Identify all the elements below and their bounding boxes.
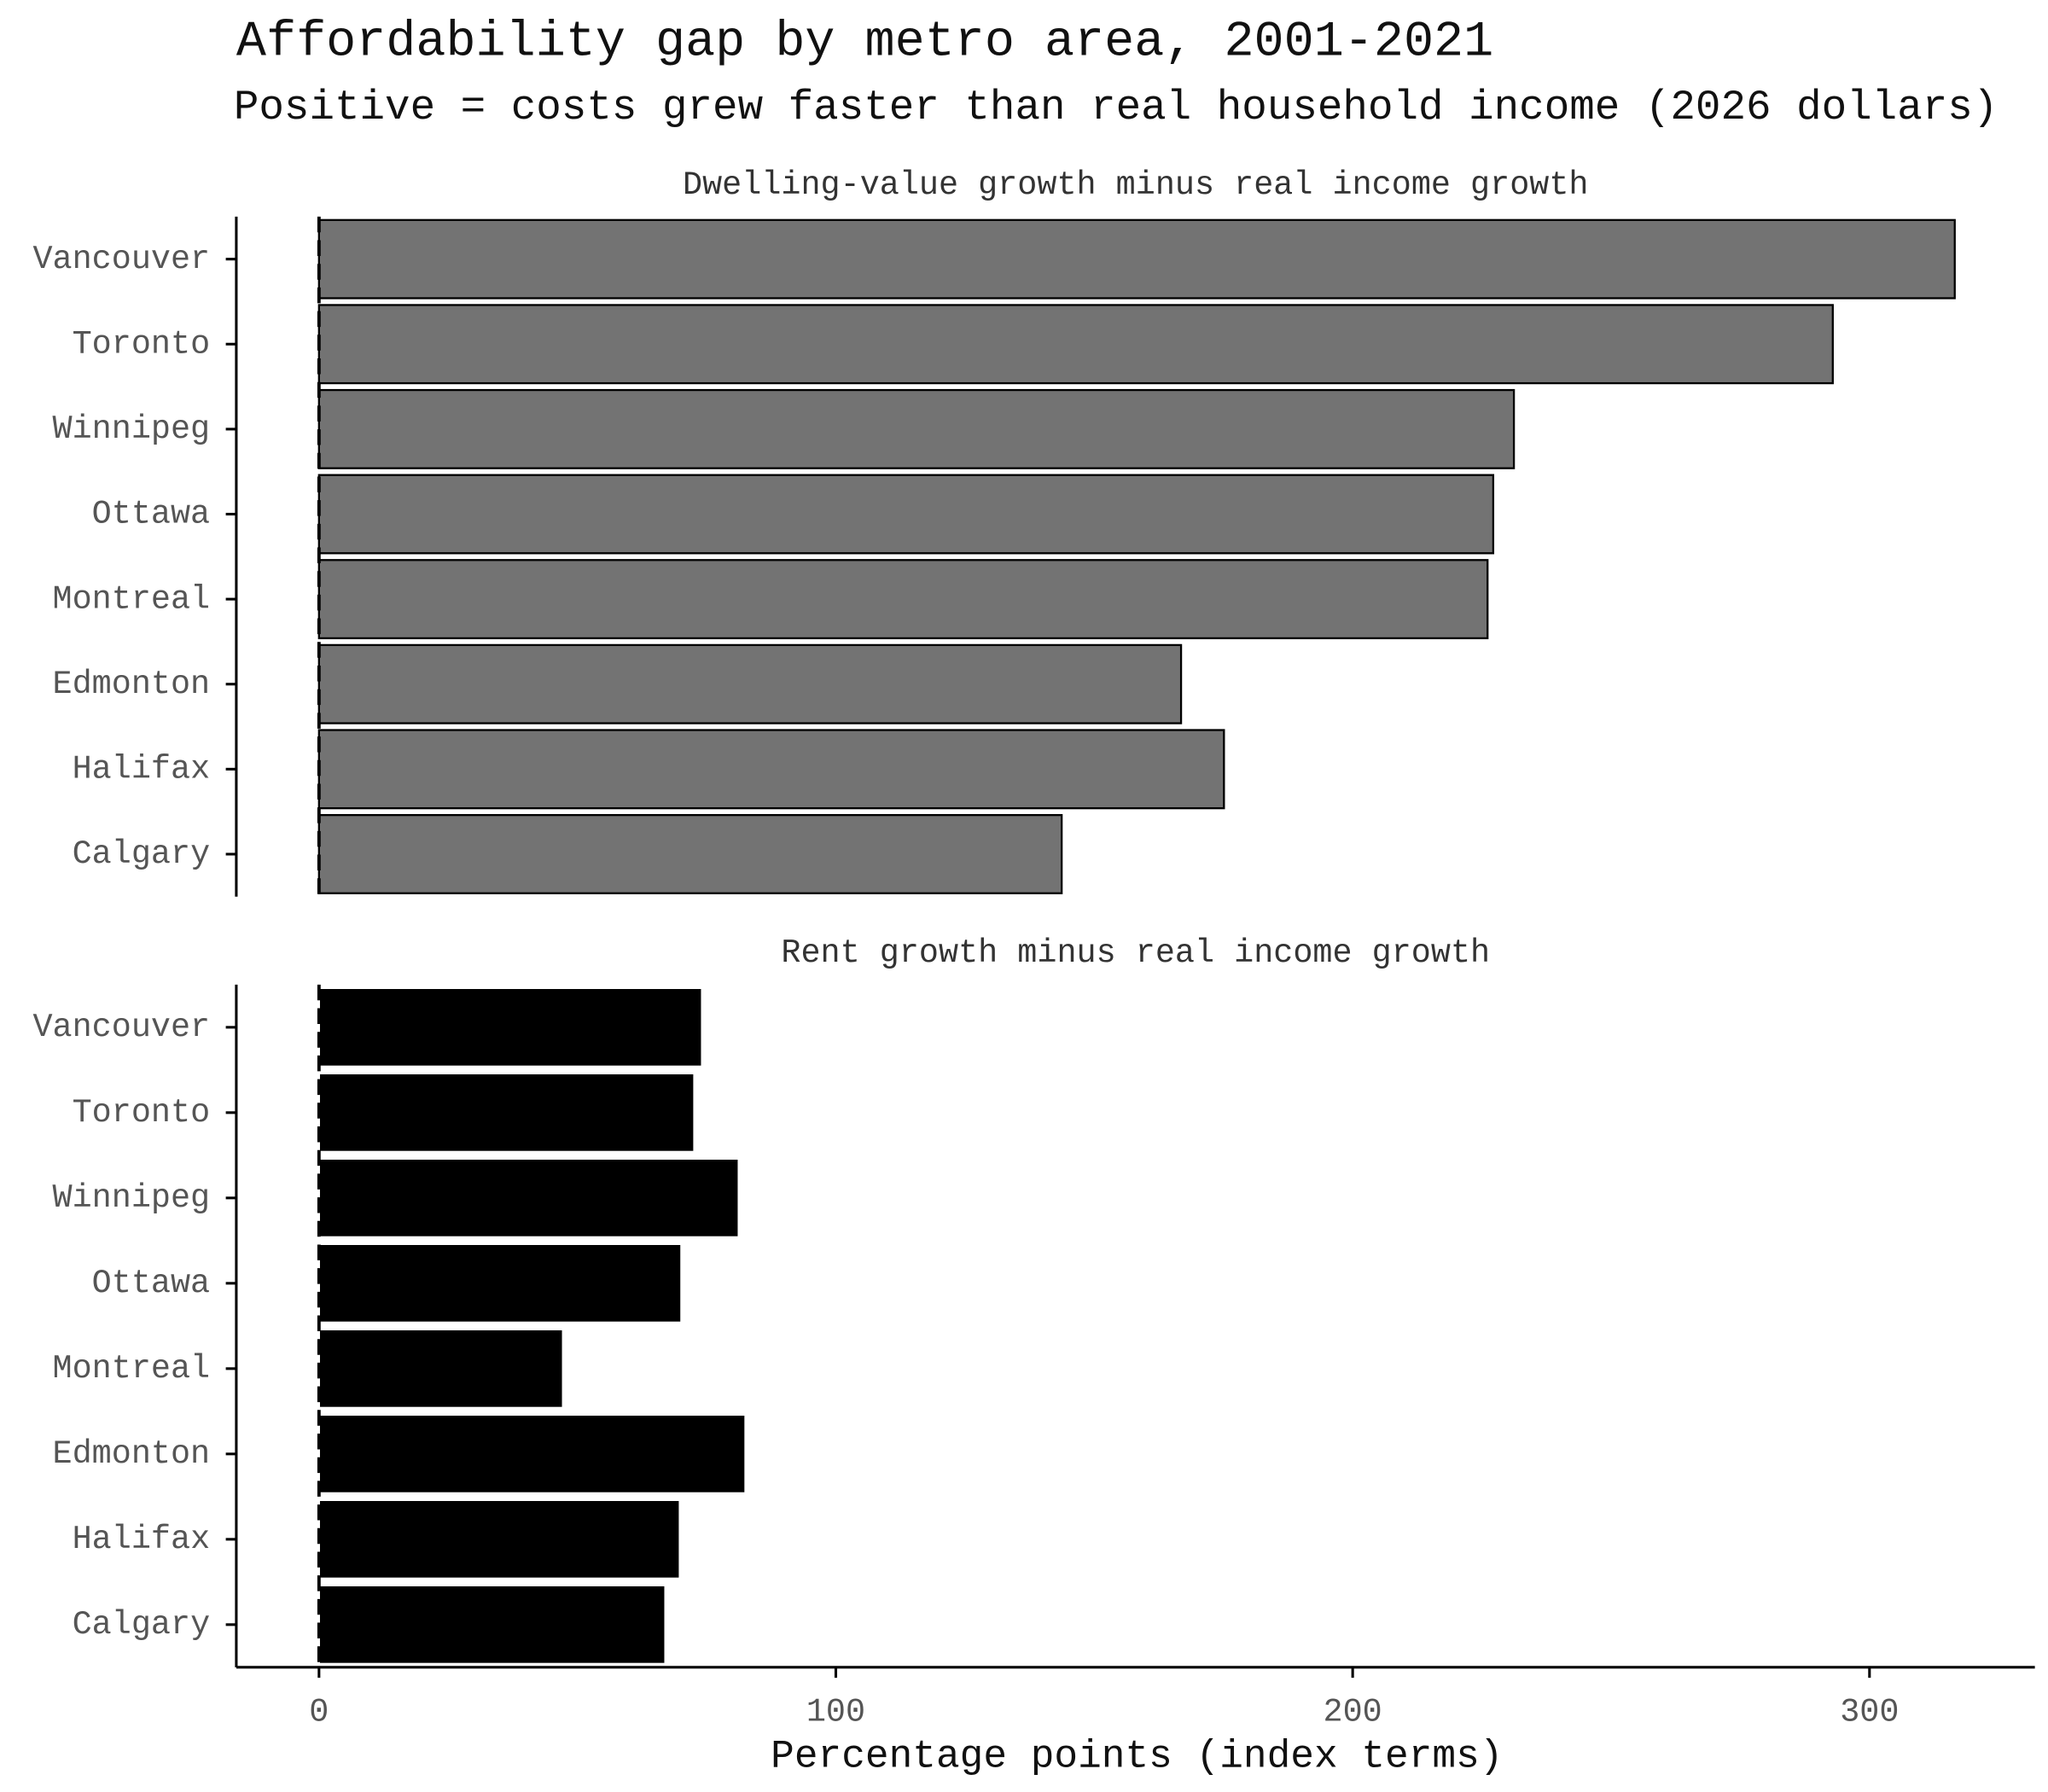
bar (317, 559, 1489, 640)
chart-title: Affordability gap by metro area, 2001-20… (236, 14, 1493, 71)
y-tick-label: Winnipeg (53, 1179, 211, 1217)
bar (317, 729, 1225, 810)
bar (317, 813, 1063, 894)
y-tick-label: Edmonton (53, 1435, 211, 1473)
bar (317, 1413, 747, 1494)
bar (317, 304, 1834, 385)
chart-subtitle: Positive = costs grew faster than real h… (234, 84, 1999, 131)
bar (317, 1584, 666, 1665)
y-tick-label: Montreal (53, 580, 211, 618)
y-tick-label: Halifax (73, 751, 211, 788)
y-tick-label: Ottawa (92, 496, 210, 533)
bar (317, 388, 1516, 469)
bar (317, 218, 1956, 300)
panel-title: Rent growth minus real income growth (781, 934, 1490, 972)
y-tick-label: Calgary (73, 835, 211, 873)
x-axis-label: Percentage points (index terms) (771, 1735, 1503, 1779)
x-tick-label: 200 (1324, 1693, 1382, 1731)
y-tick-label: Edmonton (53, 666, 211, 703)
bar (317, 1242, 683, 1324)
bar (317, 1498, 681, 1580)
bar (317, 474, 1495, 555)
bar (317, 1157, 740, 1238)
y-tick-label: Halifax (73, 1521, 211, 1558)
y-tick-label: Vancouver (32, 241, 210, 278)
bar (317, 1328, 564, 1409)
y-tick-label: Calgary (73, 1606, 211, 1644)
y-tick-label: Toronto (73, 325, 211, 363)
x-tick-label: 100 (806, 1693, 865, 1731)
bar (317, 643, 1183, 724)
y-tick-label: Ottawa (92, 1265, 210, 1302)
panel-title: Dwelling-value growth minus real income … (683, 166, 1588, 204)
x-tick-label: 0 (309, 1693, 329, 1731)
y-tick-label: Toronto (73, 1094, 211, 1132)
bar (317, 986, 703, 1068)
bar (317, 1072, 695, 1153)
y-tick-label: Vancouver (32, 1009, 210, 1046)
y-tick-label: Winnipeg (53, 410, 211, 448)
y-tick-label: Montreal (53, 1350, 211, 1388)
x-tick-label: 300 (1840, 1693, 1899, 1731)
